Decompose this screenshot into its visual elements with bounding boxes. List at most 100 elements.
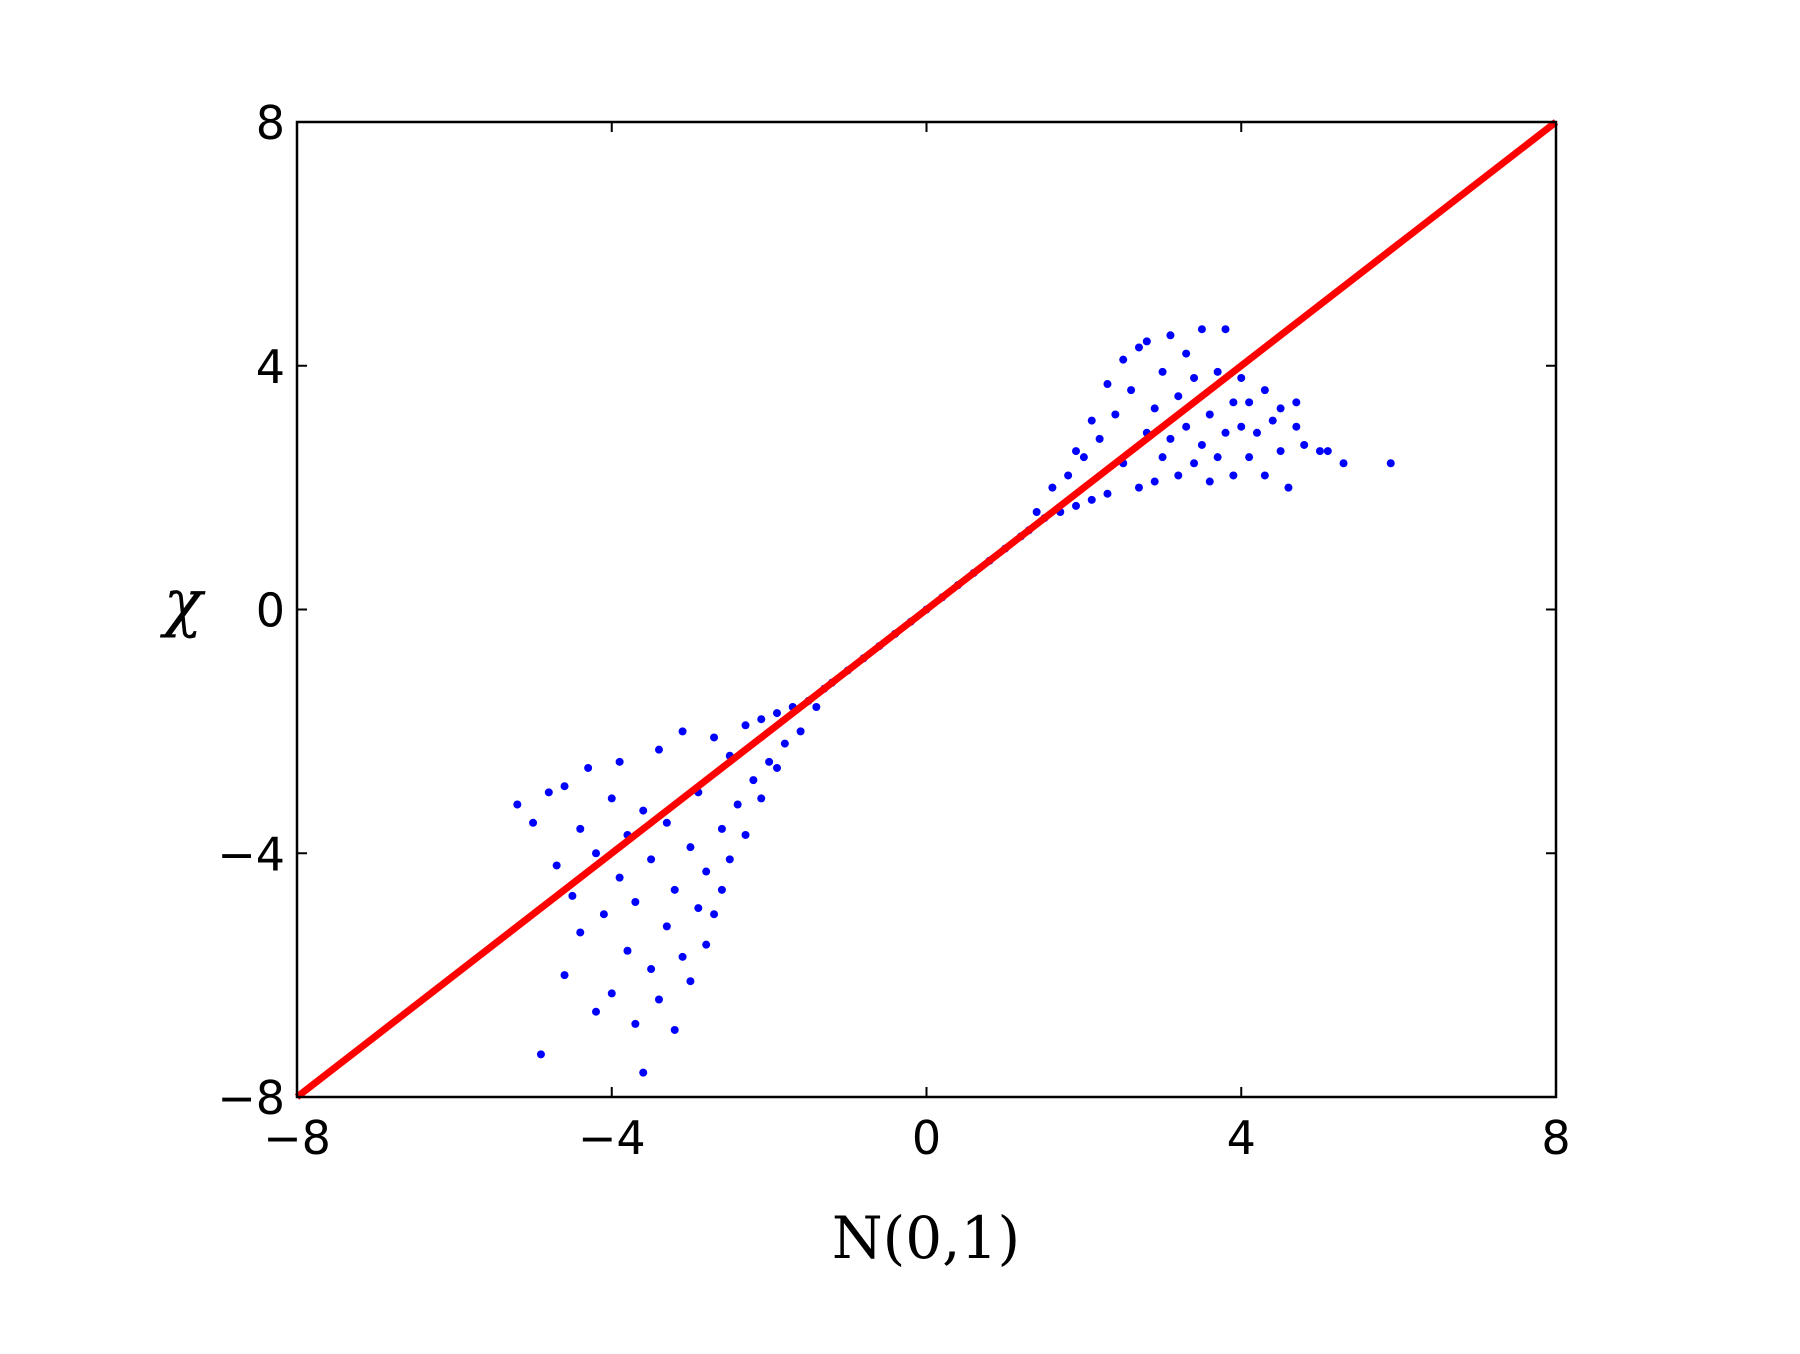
- scatter-point: [1197, 440, 1206, 449]
- scatter-point: [1205, 477, 1214, 486]
- scatter-point: [1386, 459, 1395, 468]
- scatter-point: [780, 739, 789, 748]
- scatter-point: [796, 727, 805, 736]
- scatter-point: [560, 971, 569, 980]
- y-tick-label: 4: [256, 340, 285, 394]
- scatter-point: [1134, 483, 1143, 492]
- scatter-point: [1323, 447, 1332, 456]
- y-axis-title: χ: [160, 566, 206, 640]
- scatter-point: [741, 830, 750, 839]
- scatter-point: [647, 855, 656, 864]
- scatter-point: [615, 757, 624, 766]
- scatter-point: [1190, 373, 1199, 382]
- x-tick-label: −8: [263, 1111, 331, 1165]
- scatter-point: [654, 745, 663, 754]
- scatter-point: [1134, 343, 1143, 352]
- scatter-point: [1087, 416, 1096, 425]
- scatter-point: [1213, 453, 1222, 462]
- scatter-point: [576, 928, 585, 937]
- scatter-point: [1268, 416, 1277, 425]
- scatter-point: [662, 818, 671, 827]
- scatter-point: [1221, 428, 1230, 437]
- y-tick-label: −4: [217, 827, 285, 881]
- scatter-point: [1111, 410, 1120, 419]
- reference-line: [294, 119, 1559, 1100]
- scatter-point: [1150, 477, 1159, 486]
- scatter-point: [1300, 440, 1309, 449]
- scatter-point: [1276, 404, 1285, 413]
- scatter-point: [584, 763, 593, 772]
- y-tick-label: 8: [256, 96, 285, 150]
- scatter-point: [757, 715, 766, 724]
- scatter-point: [812, 703, 821, 711]
- scatter-point: [607, 794, 616, 803]
- scatter-point: [1127, 386, 1136, 395]
- y-axis-ticks: −8 −4 0 4 8: [217, 96, 1556, 1125]
- scatter-point: [670, 885, 679, 894]
- scatter-point: [568, 891, 577, 900]
- scatter-point: [1048, 483, 1057, 492]
- scatter-point: [1174, 392, 1183, 401]
- scatter-point: [599, 910, 608, 919]
- scatter-point: [1087, 495, 1096, 504]
- scatter-point: [1166, 331, 1175, 340]
- scatter-point: [513, 800, 522, 809]
- x-tick-label: 0: [912, 1111, 941, 1165]
- scatter-point: [1213, 367, 1222, 376]
- scatter-point: [529, 818, 538, 827]
- scatter-point: [1064, 471, 1073, 480]
- scatter-point: [670, 1025, 679, 1034]
- scatter-point: [631, 1019, 640, 1028]
- scatter-point: [678, 952, 687, 961]
- scatter-point: [678, 727, 687, 736]
- scatter-point: [607, 989, 616, 998]
- scatter-point: [623, 946, 632, 955]
- scatter-point: [725, 855, 734, 864]
- x-tick-label: −4: [578, 1111, 646, 1165]
- y-tick-label: −8: [217, 1071, 285, 1125]
- scatter-point: [1245, 453, 1254, 462]
- scatter-point: [1158, 453, 1167, 462]
- scatter-point: [1166, 434, 1175, 443]
- scatter-point: [654, 995, 663, 1004]
- scatter-point: [686, 977, 695, 986]
- scatter-point: [710, 733, 719, 742]
- x-axis-ticks: −8 −4 0 4 8: [263, 122, 1571, 1165]
- scatter-point: [765, 757, 774, 766]
- scatter-point: [592, 849, 601, 858]
- scatter-point: [757, 794, 766, 803]
- scatter-point: [1315, 447, 1324, 456]
- scatter-point: [1339, 459, 1348, 468]
- scatter-point: [1221, 325, 1230, 334]
- scatter-point: [560, 782, 569, 791]
- scatter-point: [1142, 337, 1151, 346]
- scatter-point: [1237, 373, 1246, 382]
- scatter-point: [686, 843, 695, 852]
- scatter-point: [615, 873, 624, 882]
- scatter-point: [749, 776, 758, 785]
- scatter-point: [1119, 355, 1128, 364]
- scatter-point: [772, 763, 781, 772]
- scatter-point: [647, 965, 656, 974]
- scatter-point: [694, 904, 703, 913]
- scatter-point: [733, 800, 742, 809]
- scatter-point: [1205, 410, 1214, 419]
- x-axis-title: N(0,1): [832, 1204, 1020, 1272]
- scatter-point: [717, 885, 726, 894]
- scatter-point: [1229, 398, 1238, 407]
- scatter-point: [1245, 398, 1254, 407]
- scatter-point: [1260, 471, 1269, 480]
- scatter-point: [1229, 471, 1238, 480]
- reference-line-layer: [294, 119, 1559, 1100]
- scatter-point: [1252, 428, 1261, 437]
- x-tick-label: 4: [1227, 1111, 1256, 1165]
- scatter-point: [639, 806, 648, 815]
- scatter-point: [717, 824, 726, 833]
- scatter-point: [741, 721, 750, 730]
- scatter-point: [1103, 489, 1112, 498]
- scatter-point: [1072, 447, 1081, 456]
- scatter-point: [639, 1068, 648, 1077]
- scatter-point: [1150, 404, 1159, 413]
